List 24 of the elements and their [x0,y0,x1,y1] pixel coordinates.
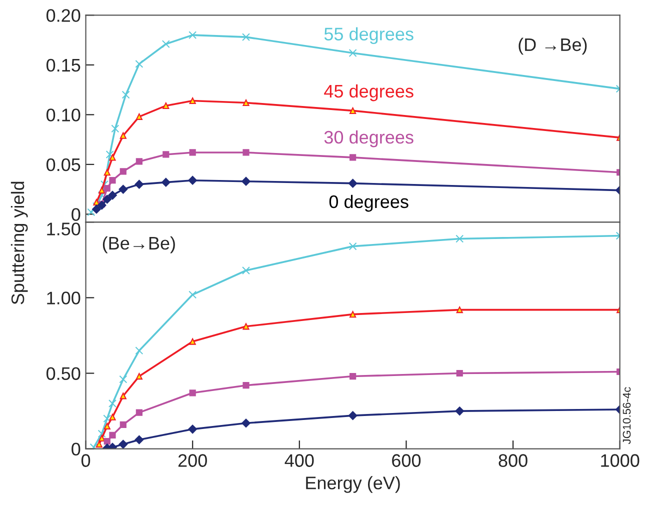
x-tick-label: 0 [81,454,90,467]
x-tick-label: 800 [498,454,528,467]
x-tick-label: 200 [178,454,207,467]
y-tick-label: 1.00 [47,292,80,304]
y-axis-title: Sputtering yield [10,182,28,304]
annotation: (D →Be) [518,38,587,55]
y-tick-label: 0.05 [46,158,80,172]
annotation: (Be→Be) [102,236,175,254]
y-tick-label: 0 [72,208,80,221]
series-label: 55 degrees [324,27,414,44]
series-label: 30 degrees [324,130,414,148]
x-axis-title: Energy (eV) [306,476,400,493]
x-tick-label: 1000 [601,454,640,467]
x-tick-label: 400 [284,454,314,467]
y-tick-label: 0.15 [46,58,80,72]
y-tick-label: 1.50 [47,222,80,236]
series-label: 45 degrees [324,84,414,102]
y-tick-label: 0.50 [46,367,80,380]
x-tick-label: 600 [392,454,421,467]
y-tick-label: 0 [72,442,80,456]
y-tick-label: 0.10 [46,108,80,122]
y-tick-label: 0.20 [46,9,80,22]
text: JG10.56-4c [622,387,631,444]
series-label: 0 degrees [329,194,408,212]
